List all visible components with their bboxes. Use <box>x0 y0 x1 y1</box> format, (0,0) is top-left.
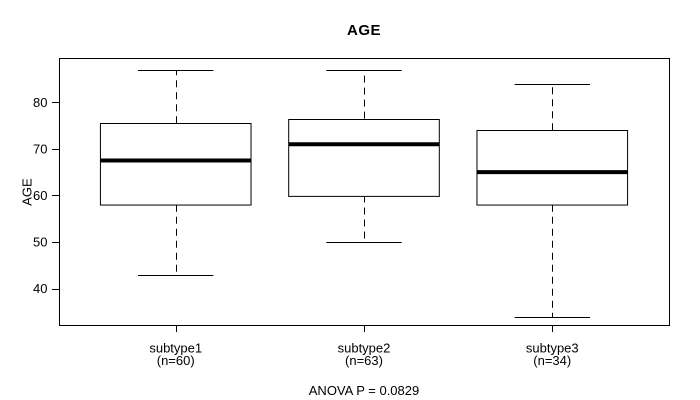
iqr-box-subtype1 <box>99 123 252 206</box>
y-axis-tick-label: 60 <box>33 188 47 203</box>
x-axis-sublabel-subtype2: (n=63) <box>345 353 383 368</box>
y-axis-tick-label: 80 <box>33 95 47 110</box>
iqr-box-subtype3 <box>476 130 629 206</box>
iqr-box-subtype2 <box>288 119 440 197</box>
x-axis-label-subtype2: subtype2 <box>338 341 391 356</box>
x-axis-label-subtype1: subtype1 <box>149 341 202 356</box>
chart-title: AGE <box>346 22 381 39</box>
y-axis-tick-label: 50 <box>33 235 47 250</box>
x-axis-label-subtype3: subtype3 <box>526 341 579 356</box>
anova-p-annotation: ANOVA P = 0.0829 <box>308 383 420 398</box>
y-axis-tick-label: 70 <box>33 141 47 156</box>
x-axis-sublabel-subtype1: (n=60) <box>157 353 195 368</box>
y-axis-tick-label: 40 <box>33 281 47 296</box>
x-axis-sublabel-subtype3: (n=34) <box>533 353 571 368</box>
